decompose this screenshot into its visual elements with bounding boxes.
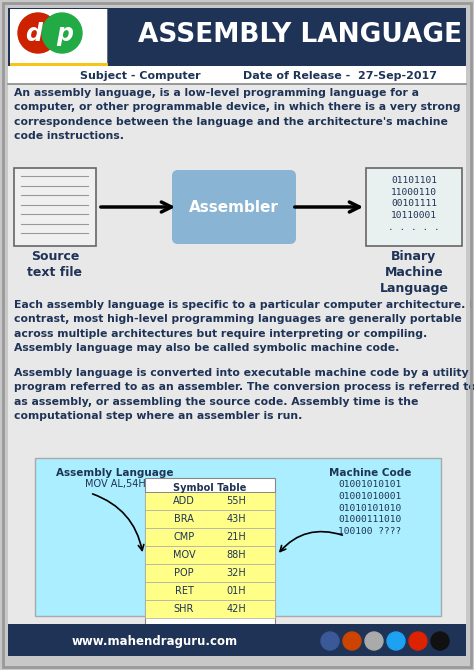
FancyBboxPatch shape	[8, 8, 466, 656]
FancyBboxPatch shape	[10, 63, 108, 77]
FancyArrowPatch shape	[280, 531, 342, 551]
Text: p: p	[56, 22, 73, 46]
Circle shape	[431, 632, 449, 650]
FancyBboxPatch shape	[145, 564, 275, 582]
FancyBboxPatch shape	[14, 168, 96, 246]
Circle shape	[321, 632, 339, 650]
Text: ADD: ADD	[173, 496, 195, 506]
Circle shape	[409, 632, 427, 650]
Text: 88H: 88H	[226, 550, 246, 560]
Text: Symbol Table: Symbol Table	[173, 483, 246, 493]
FancyBboxPatch shape	[145, 510, 275, 528]
Text: Assembly language is converted into executable machine code by a utility
program: Assembly language is converted into exec…	[14, 368, 474, 421]
Text: 01H: 01H	[226, 586, 246, 596]
FancyBboxPatch shape	[145, 528, 275, 546]
Circle shape	[42, 13, 82, 53]
FancyBboxPatch shape	[366, 168, 462, 246]
Text: 21H: 21H	[226, 532, 246, 542]
Text: Machine Code: Machine Code	[329, 468, 411, 478]
FancyBboxPatch shape	[145, 546, 275, 564]
FancyBboxPatch shape	[145, 600, 275, 618]
Text: Date of Release -  27-Sep-2017: Date of Release - 27-Sep-2017	[243, 71, 437, 81]
Text: An assembly language, is a low-level programming language for a
computer, or oth: An assembly language, is a low-level pro…	[14, 88, 461, 141]
FancyBboxPatch shape	[145, 582, 275, 600]
FancyBboxPatch shape	[35, 458, 441, 616]
FancyBboxPatch shape	[145, 492, 275, 510]
Text: Binary
Machine
Language: Binary Machine Language	[380, 250, 448, 295]
Circle shape	[387, 632, 405, 650]
Text: 32H: 32H	[226, 568, 246, 578]
Circle shape	[18, 13, 58, 53]
Text: www.mahendraguru.com: www.mahendraguru.com	[72, 634, 238, 647]
Text: CMP: CMP	[173, 532, 195, 542]
FancyBboxPatch shape	[8, 8, 466, 66]
Text: MOV AL,54H: MOV AL,54H	[85, 479, 146, 489]
Polygon shape	[108, 9, 130, 63]
Text: POP: POP	[174, 568, 194, 578]
FancyBboxPatch shape	[10, 9, 108, 63]
Text: d: d	[26, 22, 43, 46]
Text: SHR: SHR	[174, 604, 194, 614]
Text: MOV: MOV	[173, 550, 195, 560]
Text: Assembler: Assembler	[189, 200, 279, 214]
Text: 55H: 55H	[226, 496, 246, 506]
Text: 01001010101
01001010001
01010101010
01000111010
100100 ????: 01001010101 01001010001 01010101010 0100…	[338, 480, 401, 536]
FancyBboxPatch shape	[8, 624, 466, 656]
FancyArrowPatch shape	[92, 494, 144, 551]
Text: Source
text file: Source text file	[27, 250, 82, 279]
Text: DIGI PAGE: DIGI PAGE	[32, 66, 86, 76]
Text: 42H: 42H	[226, 604, 246, 614]
Text: 43H: 43H	[226, 514, 246, 524]
Circle shape	[365, 632, 383, 650]
FancyBboxPatch shape	[172, 170, 296, 244]
Text: Subject - Computer: Subject - Computer	[80, 71, 201, 81]
Text: Assembly Language: Assembly Language	[56, 468, 174, 478]
Text: Each assembly language is specific to a particular computer architecture. In
con: Each assembly language is specific to a …	[14, 300, 474, 353]
Text: ASSEMBLY LANGUAGE: ASSEMBLY LANGUAGE	[138, 22, 462, 48]
Circle shape	[343, 632, 361, 650]
Text: BRA: BRA	[174, 514, 194, 524]
Text: 01101101
11000110
00101111
10110001
. . . . .: 01101101 11000110 00101111 10110001 . . …	[388, 176, 440, 232]
FancyBboxPatch shape	[8, 66, 466, 84]
FancyBboxPatch shape	[145, 478, 275, 632]
Text: RET: RET	[174, 586, 193, 596]
